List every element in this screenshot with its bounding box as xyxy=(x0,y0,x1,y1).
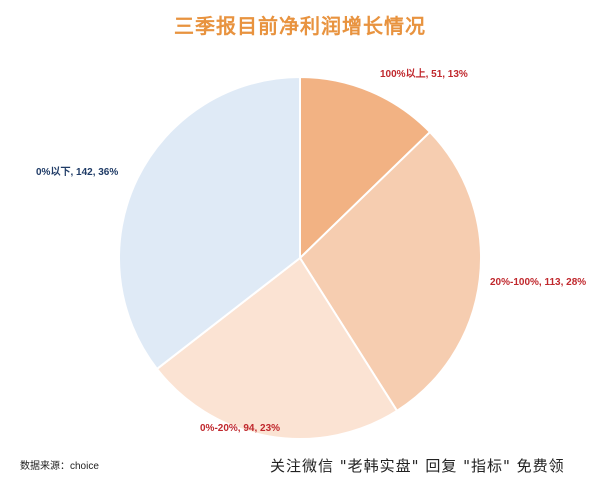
pie-slice xyxy=(298,130,482,413)
slice-data-label: 0%以下, 142, 36% xyxy=(36,166,118,178)
promo-watermark: 关注微信 "老韩实盘" 回复 "指标" 免费领 xyxy=(270,452,600,479)
chart-title: 三季报目前净利润增长情况 xyxy=(174,14,426,38)
data-source-note: 数据来源：choice xyxy=(20,461,99,472)
pie-slice xyxy=(299,75,432,261)
slice-data-label: 0%-20%, 94, 23% xyxy=(200,423,280,434)
pie-slice xyxy=(155,256,399,440)
pie-slice xyxy=(117,75,301,371)
slice-data-label: 20%-100%, 113, 28% xyxy=(490,277,586,288)
slice-data-label: 100%以上, 51, 13% xyxy=(380,67,468,80)
